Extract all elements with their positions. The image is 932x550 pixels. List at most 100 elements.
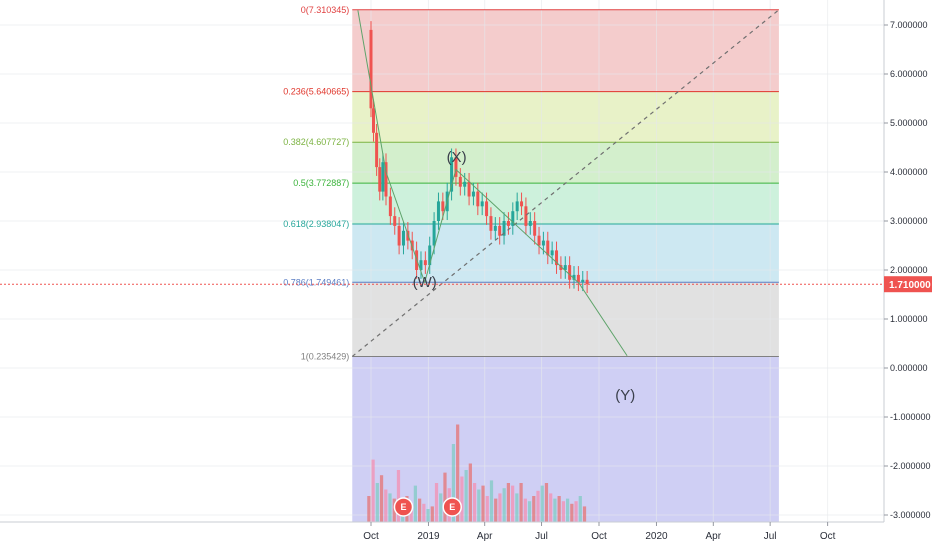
volume-bar-21 (456, 424, 460, 522)
volume-bar-38 (527, 501, 532, 522)
volume-bar-12 (417, 498, 422, 522)
volume-bar-4 (384, 489, 388, 522)
candle-body-35 (511, 211, 515, 226)
y-axis: 7.000000 6.000000 5.000000 4.000000 3.000000… (883, 0, 932, 550)
fib-band-3 (352, 183, 779, 225)
x-axis-background (0, 522, 932, 550)
volume-bar-6 (392, 498, 396, 522)
event-marker-1 (442, 497, 462, 517)
candle-body-40 (533, 221, 537, 236)
candle-body-42 (541, 240, 545, 246)
wave-label-2: (Y) (615, 387, 635, 404)
volume-bar-0 (367, 496, 371, 522)
volume-bar-23 (464, 470, 468, 522)
volume-bar-10 (409, 506, 413, 522)
candle-body-47 (563, 265, 567, 270)
event-label-0: E (400, 502, 406, 512)
candle-body-17 (432, 221, 436, 246)
event-marker-0 (393, 497, 414, 517)
x-tick-label-3: Jul (535, 531, 548, 542)
fib-label-4: 0.618(2.938047) (283, 219, 349, 229)
candle-body-39 (528, 221, 532, 226)
volume-bar-44 (553, 498, 557, 522)
candle-body-49 (572, 274, 576, 280)
volume-bar-40 (536, 490, 540, 522)
volume-bar-29 (489, 480, 494, 522)
y-tick-label-5: 2.000000 (890, 265, 928, 275)
volume-bars (367, 424, 587, 522)
candle-body-10 (401, 230, 405, 246)
wave-label-1: (X) (447, 149, 467, 166)
candle-body-18 (436, 201, 440, 221)
candle-body-26 (471, 191, 475, 197)
volume-bar-50 (578, 496, 582, 522)
volume-bar-25 (472, 483, 477, 522)
volume-bar-37 (523, 498, 527, 522)
x-tick-label-6: Apr (706, 531, 722, 542)
candle-body-50 (576, 274, 580, 283)
volume-bar-2 (375, 483, 379, 522)
volume-bar-26 (477, 489, 481, 522)
wave-label-0: (W) (413, 274, 437, 291)
volume-bar-35 (515, 493, 519, 522)
volume-bar-5 (388, 493, 392, 522)
candle-body-43 (546, 240, 550, 256)
candle-body-30 (489, 216, 493, 231)
volume-bar-32 (502, 488, 506, 522)
candle-body-28 (480, 201, 484, 207)
candle-body-16 (428, 245, 432, 266)
fib-label-1: 0.236(5.640665) (283, 87, 349, 97)
x-tick-label-0: Oct (363, 531, 379, 542)
candle-body-7 (388, 196, 392, 217)
candle-body-29 (485, 201, 489, 217)
candle-body-15 (423, 260, 427, 266)
volume-bar-33 (506, 483, 511, 522)
volume-bar-47 (565, 498, 570, 522)
y-tick-label-8: -1.000000 (890, 412, 931, 422)
volume-bar-36 (519, 483, 523, 522)
volume-bar-7 (396, 470, 401, 522)
fib-label-5: 0.786(1.749461) (283, 277, 349, 287)
y-axis-background (884, 0, 932, 550)
y-tick-label-0: 7.000000 (890, 20, 928, 30)
fib-label-3: 0.5(3.772887) (293, 178, 349, 188)
volume-bar-17 (439, 493, 443, 522)
y-tick-label-7: 0.000000 (890, 363, 928, 373)
candle-body-9 (397, 225, 401, 246)
candle-body-24 (463, 181, 467, 187)
x-tick-label-4: Oct (591, 531, 607, 542)
y-tick-label-10: -3.000000 (890, 510, 931, 520)
candle-body-25 (467, 181, 471, 197)
volume-bar-20 (451, 444, 456, 522)
fib-band-1 (352, 91, 779, 143)
x-axis: Oct 2019 Apr Jul Oct 2020 Apr Jul Oct (0, 521, 932, 550)
volume-bar-3 (379, 475, 384, 522)
volume-bar-30 (494, 498, 498, 522)
y-tick-label-4: 3.000000 (890, 216, 928, 226)
fib-label-6: 1(0.235429) (301, 351, 350, 361)
volume-bar-13 (422, 503, 426, 522)
x-tick-label-1: 2019 (417, 531, 440, 542)
volume-bar-43 (549, 493, 553, 522)
volume-bar-16 (434, 483, 439, 522)
x-tick-label-5: 2020 (645, 531, 668, 542)
y-tick-label-6: 1.000000 (890, 314, 928, 324)
candle-body-5 (381, 162, 385, 192)
candle-body-3 (375, 132, 379, 168)
y-tick-label-1: 6.000000 (890, 69, 928, 79)
candle-body-6 (384, 162, 388, 197)
volume-bar-48 (570, 503, 574, 522)
volume-bar-27 (481, 485, 485, 522)
volume-bar-28 (485, 496, 489, 522)
candle-body-1 (369, 29, 373, 109)
fib-band-2 (352, 142, 779, 184)
x-tick-label-8: Oct (820, 531, 836, 542)
candle-body-2 (371, 108, 375, 133)
candle-body-52 (585, 279, 589, 285)
fib-lines (352, 9, 779, 357)
candle-body-48 (568, 265, 572, 280)
candle-body-27 (476, 191, 480, 207)
candle-body-8 (393, 216, 397, 226)
